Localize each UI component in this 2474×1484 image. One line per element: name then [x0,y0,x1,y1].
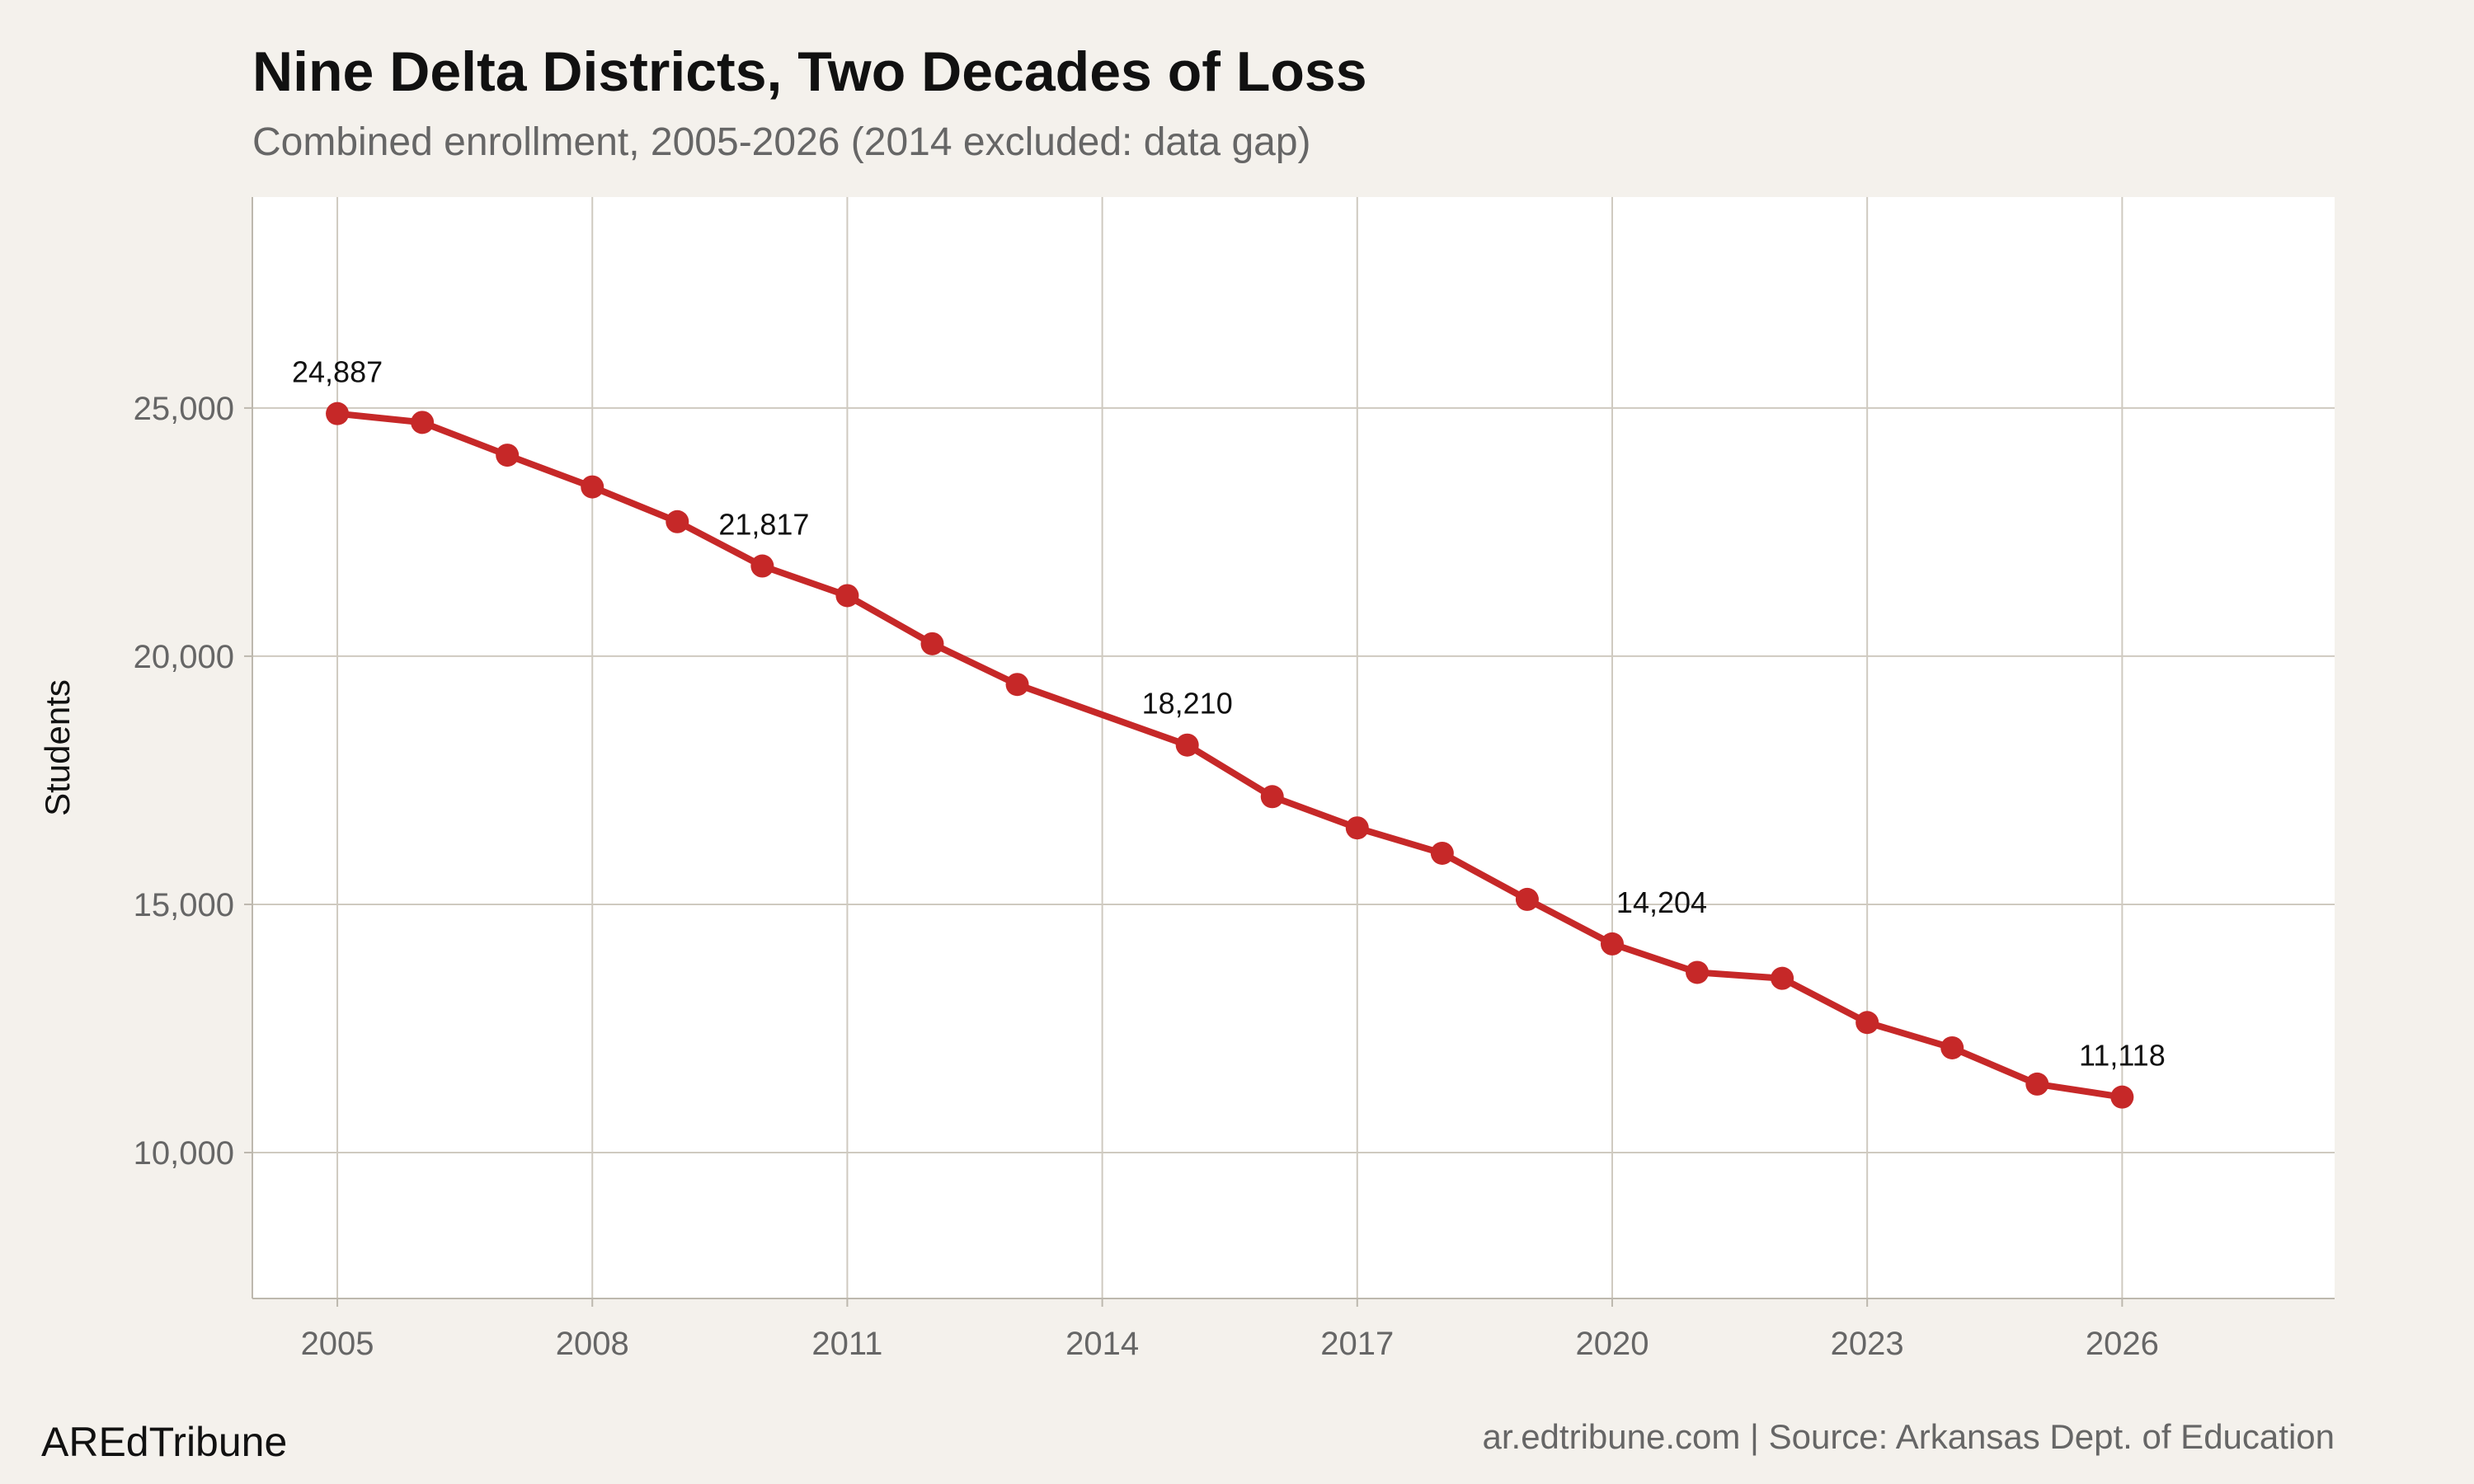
data-point [581,475,604,499]
data-point [750,554,774,578]
data-point [1940,1036,1964,1059]
chart-title: Nine Delta Districts, Two Decades of Los… [252,40,1367,103]
x-tick-label: 2020 [1575,1326,1649,1362]
data-labels: 24,887 21,817 18,210 14,204 11,118 [292,355,2166,1073]
data-point [496,444,520,467]
x-tick-label: 2014 [1065,1326,1139,1362]
tick-labels: 2005 2008 2011 2014 2017 2020 2023 2026 10,000 15… [134,391,2159,1362]
data-point [326,402,350,425]
x-tick-label: 2011 [811,1326,882,1362]
data-label: 24,887 [292,355,383,389]
data-label: 18,210 [1142,687,1233,721]
gridlines [252,197,2335,1298]
data-point [1260,785,1284,809]
y-tick-label: 15,000 [134,887,234,923]
data-point [2110,1085,2134,1109]
data-point [920,632,944,655]
x-tick-label: 2008 [556,1326,629,1362]
data-point [2025,1072,2049,1096]
data-label: 21,817 [718,508,809,542]
x-tick-label: 2023 [1831,1326,1904,1362]
data-point [835,584,859,608]
chart-subtitle: Combined enrollment, 2005-2026 (2014 exc… [252,120,1311,164]
data-point [666,510,689,533]
data-point [1856,1011,1879,1035]
data-point [1430,841,1454,865]
x-tick-label: 2005 [301,1326,374,1362]
y-tick-label: 25,000 [134,391,234,427]
data-label: 14,204 [1616,885,1707,919]
x-tick-label: 2017 [1320,1326,1394,1362]
data-point [1515,887,1539,911]
data-point [1175,733,1199,757]
data-point [411,411,435,434]
source-note: ar.edtribune.com | Source: Arkansas Dept… [1483,1417,2335,1456]
y-axis-label: Students [38,679,77,816]
plot-panel [252,197,2335,1298]
data-point [1600,932,1624,956]
data-point [1345,816,1369,840]
x-tick-label: 2026 [2086,1326,2159,1362]
data-point [1686,960,1710,984]
data-point [1005,673,1029,697]
y-tick-label: 10,000 [134,1135,234,1172]
data-point [1771,966,1794,990]
data-label: 11,118 [2079,1039,2166,1073]
y-tick-label: 20,000 [134,639,234,675]
data-points [326,402,2134,1109]
brand-logo: AREdTribune [41,1419,287,1465]
